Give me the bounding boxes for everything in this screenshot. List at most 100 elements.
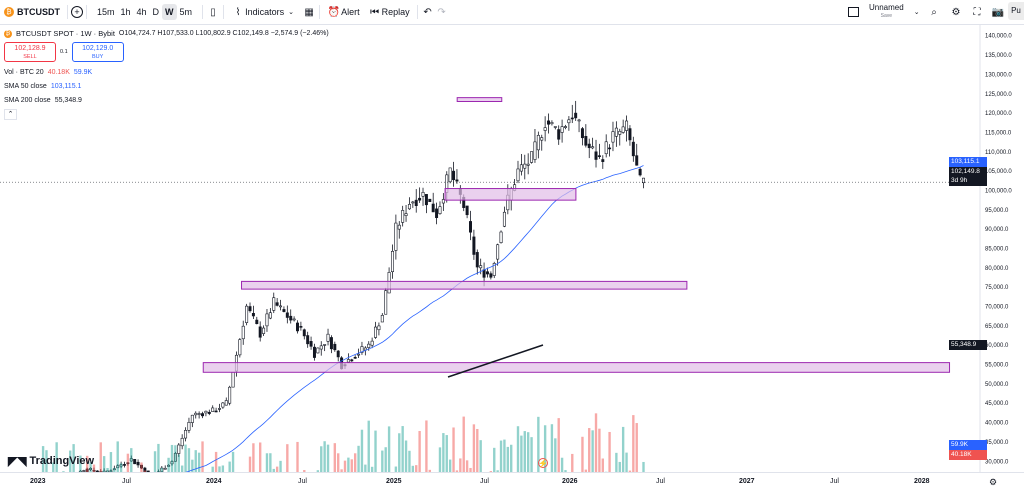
candle-body (198, 414, 200, 415)
spread-value: 0.1 (60, 47, 68, 57)
price-axis-label: 120,000.0 (985, 111, 1012, 117)
alert-button[interactable]: ⏰ Alert (323, 0, 364, 24)
candle-body (239, 340, 241, 355)
bar-style-icon[interactable]: ▯ (206, 5, 220, 19)
sma50-legend[interactable]: SMA 50 close 103,115.1 (4, 81, 329, 92)
undo-icon[interactable]: ↶ (421, 5, 435, 19)
redo-icon[interactable]: ↷ (435, 5, 449, 19)
time-label: Jul (480, 478, 489, 485)
candle-body (466, 206, 468, 215)
candle-body (534, 142, 536, 160)
candle-body (581, 129, 583, 138)
candle-body (256, 320, 258, 324)
sell-button[interactable]: 102,128.9 SELL (4, 42, 56, 62)
candle-body (602, 160, 604, 162)
candle-body (456, 180, 458, 181)
fullscreen-icon[interactable]: ⛶ (970, 5, 984, 19)
collapse-legend-icon[interactable]: ⌃ (4, 109, 17, 120)
price-axis-label: 40,000.0 (985, 421, 1009, 427)
candle-body (184, 430, 186, 438)
compare-add-icon[interactable]: + (71, 6, 83, 18)
candle-body (412, 202, 414, 203)
interval-5m[interactable]: 5m (177, 7, 196, 17)
candle-body (181, 438, 183, 446)
candle-body (622, 127, 624, 133)
sma200-value: 55,348.9 (55, 96, 82, 106)
volume-legend[interactable]: Vol · BTC 20 40.18K 59.9K (4, 67, 329, 78)
candle-body (558, 130, 560, 140)
volume-bar (615, 453, 617, 472)
candle-body (551, 122, 553, 123)
layout-menu[interactable]: Unnamed Save ⌄ (848, 0, 924, 24)
indicators-button[interactable]: ⌇ Indicators ⌄ (227, 0, 302, 24)
volume-bar (103, 456, 105, 472)
interval-W[interactable]: W (162, 4, 177, 20)
volume-bar (452, 427, 454, 472)
price-axis-label: 110,000.0 (985, 150, 1012, 156)
tradingview-logo[interactable]: ◤◥ TradingView (8, 454, 94, 468)
time-label: 2023 (30, 478, 46, 485)
volume-bar (459, 458, 461, 472)
volume-bar (368, 421, 370, 472)
replay-button[interactable]: ⏮ Replay (364, 0, 414, 24)
camera-icon[interactable]: 📷 (991, 5, 1005, 19)
volume-bar (473, 424, 475, 472)
volume-bar (279, 461, 281, 472)
publish-button[interactable]: Pu (1008, 2, 1024, 20)
volume-bar (374, 431, 376, 472)
volume-bar (588, 428, 590, 472)
candle-body (286, 313, 288, 318)
volume-bar (591, 430, 593, 472)
price-axis-label: 105,000.0 (985, 169, 1012, 175)
candle-body (259, 327, 261, 337)
volume-bar (439, 447, 441, 472)
candle-body (625, 121, 627, 131)
indicators-icon: ⌇ (231, 5, 245, 19)
price-axis-label: 50,000.0 (985, 382, 1009, 388)
candle-body (483, 270, 485, 278)
candle-body (337, 351, 339, 357)
settings-gear-icon[interactable]: ⚙ (949, 5, 963, 19)
volume-bar (446, 435, 448, 472)
quick-search-icon[interactable]: ⌕ (927, 5, 941, 19)
templates-icon[interactable]: ▦ (302, 5, 316, 19)
candle-body (164, 468, 166, 469)
interval-D[interactable]: D (150, 7, 163, 17)
candle-body (317, 348, 319, 353)
sma50-label: SMA 50 close (4, 82, 47, 92)
candle-body (225, 401, 227, 406)
volume-bar (595, 413, 597, 472)
candle-body (425, 194, 427, 204)
lightning-icon[interactable]: ⚡ (538, 458, 548, 468)
interval-1h[interactable]: 1h (118, 7, 134, 17)
candle-body (323, 344, 325, 345)
volume-bar (266, 453, 268, 472)
sma200-legend[interactable]: SMA 200 close 55,348.9 (4, 95, 329, 106)
interval-4h[interactable]: 4h (134, 7, 150, 17)
sma200-price-tag: 55,348.9 (949, 340, 987, 350)
candle-body (605, 142, 607, 154)
volume-bar (232, 452, 234, 472)
price-axis-label: 90,000.0 (985, 227, 1009, 233)
candle-body (188, 422, 190, 430)
buy-button[interactable]: 102,129.0 BUY (72, 42, 124, 62)
candle-body (205, 411, 207, 413)
interval-15m[interactable]: 15m (94, 7, 118, 17)
time-label: Jul (122, 478, 131, 485)
candle-body (391, 251, 393, 271)
volume-bar (530, 437, 532, 472)
timezone-gear-icon[interactable]: ⚙ (986, 475, 1000, 489)
candle-body (571, 118, 573, 119)
candle-body (283, 309, 285, 311)
price-axis-label: 125,000.0 (985, 92, 1012, 98)
symbol-name: BTCUSDT (17, 7, 60, 17)
volume-bar (466, 460, 468, 472)
candle-body (517, 169, 519, 181)
candle-body (439, 207, 441, 214)
symbol-search[interactable]: ₿ BTCUSDT (0, 0, 64, 24)
candle-body (574, 113, 576, 118)
candle-body (212, 408, 214, 412)
price-axis-label: 95,000.0 (985, 208, 1009, 214)
